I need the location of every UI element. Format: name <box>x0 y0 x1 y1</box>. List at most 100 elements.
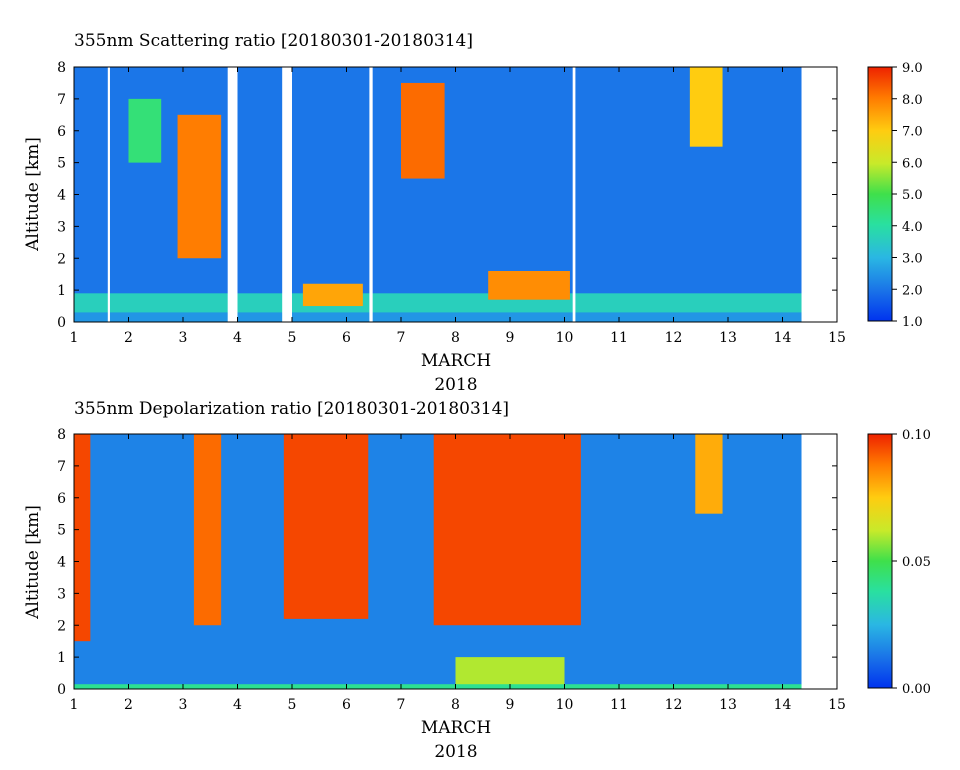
x-tick-label: 8 <box>451 330 460 346</box>
no-data-gap <box>801 67 837 322</box>
chart-title: 355nm Depolarization ratio [20180301-201… <box>74 399 509 419</box>
x-tick-label: 1 <box>70 330 79 346</box>
no-data-gap <box>227 67 238 322</box>
y-tick-label: 7 <box>57 459 66 475</box>
x-tick-label: 12 <box>665 330 683 346</box>
x-tick-label: 10 <box>556 330 574 346</box>
x-tick-label: 1 <box>70 697 79 713</box>
chart-title: 355nm Scattering ratio [20180301-2018031… <box>74 31 473 51</box>
panel-scattering: 355nm Scattering ratio [20180301-2018031… <box>23 31 923 395</box>
x-tick-label: 13 <box>719 697 737 713</box>
x-tick-label: 11 <box>610 697 628 713</box>
x-axis-label: MARCH <box>421 351 491 371</box>
heatmap-cell <box>128 98 162 163</box>
x-tick-label: 14 <box>774 697 792 713</box>
no-data-gap <box>369 67 373 322</box>
x-tick-label: 5 <box>288 697 297 713</box>
x-axis-year-label: 2018 <box>434 375 477 395</box>
y-tick-label: 5 <box>57 156 66 172</box>
colorbar-tick-label: 8.0 <box>902 93 923 108</box>
heatmap-cell <box>177 114 222 259</box>
plot-area <box>73 66 838 323</box>
heatmap-cells <box>74 67 837 322</box>
heatmap-cell <box>193 434 222 626</box>
x-tick-label: 8 <box>451 697 460 713</box>
no-data-gap <box>282 67 292 322</box>
x-tick-label: 9 <box>506 697 515 713</box>
y-tick-label: 6 <box>57 491 66 507</box>
colorbar-tick-label: 0.05 <box>902 555 931 570</box>
x-tick-label: 5 <box>288 330 297 346</box>
y-tick-label: 4 <box>57 555 66 571</box>
colorbar-tick-label: 0.10 <box>902 428 931 443</box>
colorbar-scale <box>867 66 893 322</box>
heatmap-cell <box>455 657 565 689</box>
y-axis-label: Altitude [km] <box>23 137 43 252</box>
y-tick-label: 2 <box>57 251 66 267</box>
panel-depolarization: 355nm Depolarization ratio [20180301-201… <box>23 399 931 762</box>
heatmap-cells <box>74 434 837 689</box>
y-tick-label: 3 <box>57 586 66 602</box>
colorbar-tick-label: 6.0 <box>902 156 923 171</box>
no-data-gap <box>572 67 576 322</box>
x-tick-label: 12 <box>665 697 683 713</box>
y-tick-label: 5 <box>57 523 66 539</box>
y-tick-label: 3 <box>57 219 66 235</box>
colorbar-tick-label: 9.0 <box>902 61 923 76</box>
y-axis-label: Altitude [km] <box>23 505 43 620</box>
x-tick-label: 3 <box>179 697 188 713</box>
no-data-gap <box>801 434 837 689</box>
heatmap-cell <box>74 293 802 313</box>
heatmap-cell <box>695 434 723 514</box>
y-tick-label: 6 <box>57 124 66 140</box>
colorbar-tick-label: 3.0 <box>902 252 923 267</box>
x-tick-label: 10 <box>556 697 574 713</box>
heatmap-cell <box>283 434 369 619</box>
colorbar-tick-label: 0.00 <box>902 682 931 697</box>
colorbar: 1.0 2.0 3.0 4.0 5.0 6.0 7.0 8.0 9.0 <box>867 61 923 330</box>
x-tick-label: 15 <box>828 330 846 346</box>
colorbar-tick-label: 1.0 <box>902 315 923 330</box>
heatmap-cell <box>433 434 581 626</box>
x-tick-label: 13 <box>719 330 737 346</box>
colorbar-ticks: 1.0 2.0 3.0 4.0 5.0 6.0 7.0 8.0 9.0 <box>892 61 923 330</box>
colorbar-tick-label: 4.0 <box>902 220 923 235</box>
x-tick-label: 4 <box>233 697 242 713</box>
y-tick-label: 1 <box>57 283 66 299</box>
x-tick-label: 11 <box>610 330 628 346</box>
x-tick-label: 7 <box>397 697 406 713</box>
heatmap-cell <box>401 82 445 179</box>
y-tick-label: 2 <box>57 618 66 634</box>
colorbar-scale <box>867 433 893 689</box>
x-tick-label: 6 <box>342 330 351 346</box>
x-tick-label: 3 <box>179 330 188 346</box>
x-tick-label: 2 <box>124 697 133 713</box>
x-tick-label: 9 <box>506 330 515 346</box>
colorbar-tick-label: 5.0 <box>902 188 923 203</box>
colorbar-tick-label: 2.0 <box>902 283 923 298</box>
x-axis-year-label: 2018 <box>434 742 477 762</box>
plot-area <box>73 433 838 690</box>
heatmap-cell <box>302 283 363 307</box>
y-tick-label: 8 <box>57 60 66 76</box>
y-tick-label: 4 <box>57 188 66 204</box>
y-tick-label: 0 <box>57 315 66 331</box>
x-tick-label: 2 <box>124 330 133 346</box>
x-tick-label: 15 <box>828 697 846 713</box>
heatmap-cell <box>74 684 802 689</box>
y-tick-label: 8 <box>57 427 66 443</box>
y-tick-label: 0 <box>57 682 66 698</box>
heatmap-cell <box>488 271 570 300</box>
x-tick-label: 4 <box>233 330 242 346</box>
colorbar-ticks: 0.00 0.05 0.10 <box>892 428 931 697</box>
colorbar: 0.00 0.05 0.10 <box>867 428 931 697</box>
x-axis-label: MARCH <box>421 718 491 738</box>
x-tick-label: 7 <box>397 330 406 346</box>
no-data-gap <box>107 67 110 322</box>
x-tick-label: 14 <box>774 330 792 346</box>
y-tick-label: 1 <box>57 650 66 666</box>
x-tick-label: 6 <box>342 697 351 713</box>
